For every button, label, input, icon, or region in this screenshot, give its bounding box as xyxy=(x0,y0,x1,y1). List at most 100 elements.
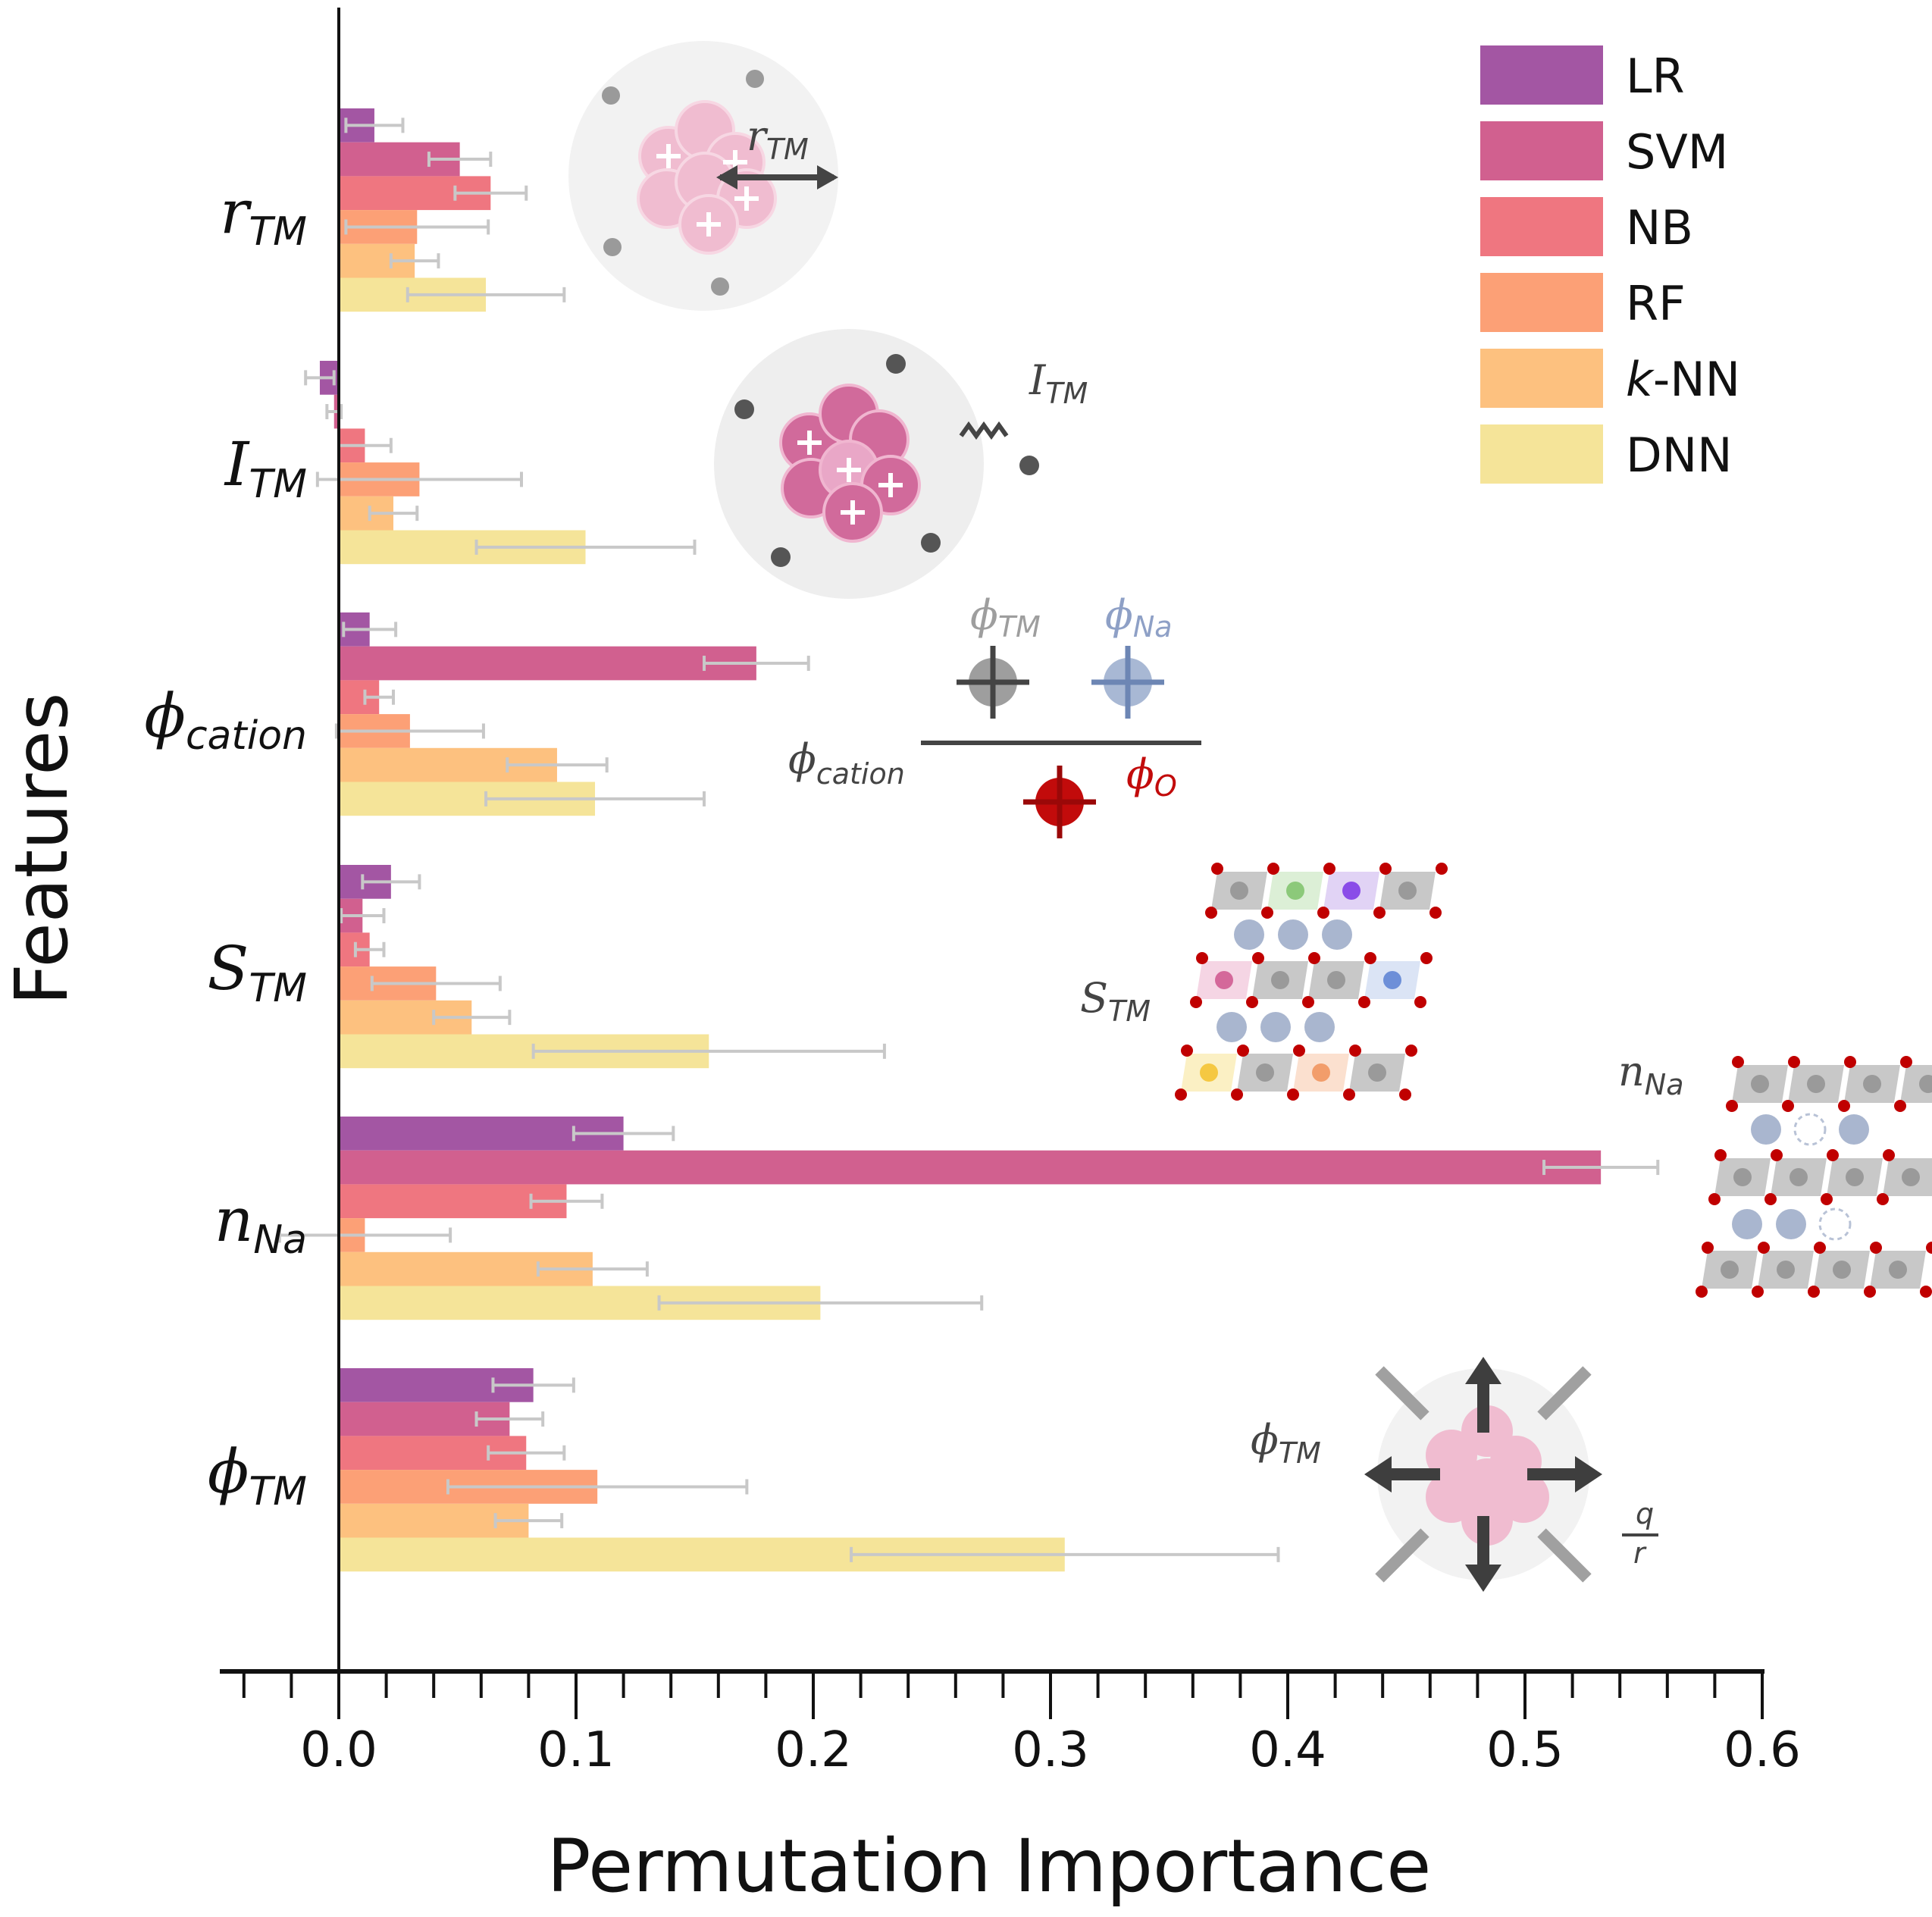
oxygen-atom xyxy=(1894,1100,1906,1112)
plus-signs xyxy=(656,144,759,236)
legend-swatch-svm xyxy=(1480,121,1603,180)
y-axis-title: Features xyxy=(0,693,84,1006)
phi-na-num-label: ϕNa xyxy=(1105,591,1173,644)
oxygen-atom xyxy=(1764,1193,1777,1205)
x-ticks xyxy=(242,1671,1764,1719)
legend-swatch-lr xyxy=(1480,45,1603,105)
n-na-inset-label: nNa xyxy=(1618,1048,1684,1101)
oxygen-atom xyxy=(1414,996,1426,1008)
oxygen-atom xyxy=(1771,1149,1783,1161)
oxygen-atom xyxy=(1726,1100,1738,1112)
legend-label-lr: LR xyxy=(1626,49,1685,104)
oxygen-atom xyxy=(1379,863,1392,875)
oxygen-atom xyxy=(1181,1045,1193,1057)
nucleus-cluster xyxy=(1426,1405,1549,1546)
oxygen-atom xyxy=(1752,1286,1764,1298)
oxygen-atom xyxy=(1696,1286,1708,1298)
tm-atom xyxy=(1733,1168,1752,1186)
s-tm-inset-label: STM xyxy=(1080,974,1151,1028)
oxygen-atom xyxy=(1821,1193,1833,1205)
field-arrows-light xyxy=(1375,1366,1592,1583)
oxygen-atom xyxy=(1373,907,1386,919)
i-tm-inset: ITM xyxy=(714,329,1088,599)
na-atom xyxy=(1260,1012,1291,1042)
s-tm-inset: STM xyxy=(1080,863,1448,1101)
o-arrows xyxy=(1023,766,1096,838)
legend-swatch-rf xyxy=(1480,273,1603,332)
x-tick-label: 0.6 xyxy=(1724,1722,1801,1778)
x-tick-label: 0.2 xyxy=(775,1722,852,1778)
na-atom xyxy=(1322,919,1352,950)
na-vacancy xyxy=(1818,1208,1852,1241)
oxygen-atom xyxy=(1420,952,1433,964)
oxygen-atom xyxy=(1883,1149,1895,1161)
tm-atom xyxy=(1807,1075,1825,1093)
legend-label-rf: RF xyxy=(1626,276,1686,331)
tm-atom xyxy=(1721,1261,1739,1279)
oxygen-atom xyxy=(1237,1045,1249,1057)
r-tm-inset: rTM xyxy=(568,41,838,311)
n-na-inset: nNa xyxy=(1618,1048,1932,1298)
r-tm-inset-label: rTM xyxy=(747,112,809,166)
legend-swatch-k-nn xyxy=(1480,349,1603,408)
tm-atom xyxy=(1342,882,1361,900)
oxygen-atom xyxy=(1205,907,1217,919)
oxygen-atom xyxy=(1190,996,1202,1008)
tm-atom xyxy=(1790,1168,1808,1186)
oxygen-atom xyxy=(1175,1088,1187,1101)
tm-arrows xyxy=(957,646,1029,719)
oxygen-atom xyxy=(1814,1242,1826,1254)
oxygen-atom xyxy=(1405,1045,1417,1057)
oxygen-atom xyxy=(1788,1056,1800,1068)
tm-atom xyxy=(1271,971,1289,989)
bars xyxy=(319,108,1602,1572)
tm-atom xyxy=(1312,1063,1330,1082)
oxygen-atom xyxy=(1714,1149,1727,1161)
feature-label: ϕTM xyxy=(208,1436,307,1514)
oxygen-atom xyxy=(1287,1088,1299,1101)
phi-o-den-label: ϕO xyxy=(1126,750,1177,803)
x-tick-label: 0.4 xyxy=(1249,1722,1326,1778)
tm-atom xyxy=(1919,1075,1932,1093)
legend-swatch-dnn xyxy=(1480,424,1603,484)
oxygen-atom xyxy=(1900,1056,1912,1068)
na-atom xyxy=(1234,919,1264,950)
oxygen-atom xyxy=(1246,996,1258,1008)
bar-svm-4 xyxy=(339,1150,1602,1185)
plus-signs xyxy=(797,431,903,525)
bar-nb-4 xyxy=(339,1184,567,1219)
oxygen-atom xyxy=(1838,1100,1850,1112)
oxygen-atom xyxy=(1702,1242,1714,1254)
phi-cation-inset: ϕcation ϕTM ϕNa ϕO xyxy=(788,591,1201,838)
tm-atom xyxy=(1889,1261,1907,1279)
legend: LR SVM NB RF k-NN DNN xyxy=(1480,45,1740,484)
photon-wave xyxy=(959,421,1009,440)
tm-atom xyxy=(1286,882,1304,900)
tm-atom xyxy=(1383,971,1401,989)
oxygen-atom xyxy=(1808,1286,1820,1298)
oxygen-atom xyxy=(1196,952,1208,964)
legend-label-dnn: DNN xyxy=(1626,428,1733,483)
na-atom xyxy=(1751,1114,1781,1145)
na-atom xyxy=(1217,1012,1247,1042)
oxygen-atom xyxy=(1708,1193,1721,1205)
na-atom xyxy=(1278,919,1308,950)
tm-atom xyxy=(1833,1261,1851,1279)
tm-atom xyxy=(1398,882,1417,900)
tm-atom xyxy=(1230,882,1248,900)
na-atom xyxy=(1839,1114,1869,1145)
feature-label: ϕcation xyxy=(144,681,307,759)
electrons xyxy=(734,354,1039,567)
octahedron xyxy=(1900,1065,1932,1103)
nucleus-cluster xyxy=(637,100,777,255)
oxygen-atom xyxy=(1827,1149,1839,1161)
oxygen-atom xyxy=(1864,1286,1876,1298)
q-label: q xyxy=(1636,1497,1654,1530)
electrons xyxy=(602,70,764,296)
oxygen-atom xyxy=(1308,952,1320,964)
tm-atom xyxy=(1846,1168,1864,1186)
legend-swatch-nb xyxy=(1480,197,1603,256)
oxygen-atom xyxy=(1252,952,1264,964)
oxygen-atom xyxy=(1231,1088,1243,1101)
